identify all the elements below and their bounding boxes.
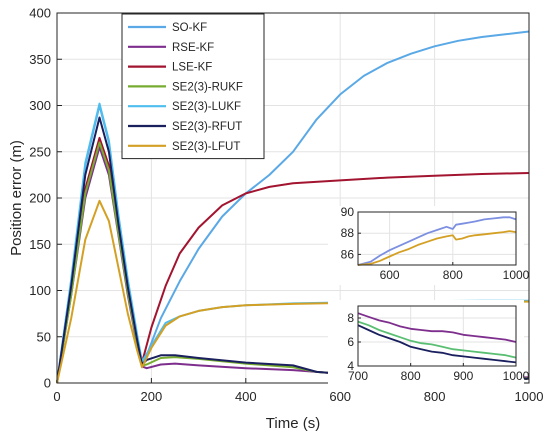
inset-0-x-tick-label-2: 1000 (503, 268, 530, 282)
legend-label-4: SE2(3)-LUKF (172, 101, 241, 113)
inset-1-y-tick-label-0: 4 (347, 359, 354, 373)
inset-0-frame (357, 211, 517, 266)
y-tick-label-6: 300 (29, 98, 51, 113)
x-axis-label: Time (s) (266, 415, 320, 432)
main-ticks: 0 200 400 600 800 1000 0 50 100 150 200 250 300 350 40… (29, 6, 543, 405)
inset-chart-0: 600 800 1000 86 88 90 (328, 205, 530, 285)
x-tick-label-3: 600 (329, 389, 351, 404)
inset-1-series-rse-kf (357, 312, 517, 343)
legend-label-6: SE2(3)-LFUT (172, 141, 240, 153)
y-tick-label-2: 100 (29, 283, 51, 298)
inset-1-y-tick-label-1: 6 (347, 335, 354, 349)
inset-0-x-tick-label-0: 600 (380, 268, 400, 282)
inset-1-x-tick-label-0: 700 (348, 369, 368, 383)
y-tick-label-8: 400 (29, 6, 51, 21)
legend-label-2: LSE-KF (172, 62, 212, 74)
x-tick-label-1: 200 (141, 389, 163, 404)
y-tick-label-1: 50 (37, 329, 51, 344)
inset-1-y-tick-label-2: 8 (347, 311, 354, 325)
inset-1-x-tick-label-3: 1000 (503, 369, 530, 383)
inset-0-x-tick-label-1: 800 (443, 268, 463, 282)
inset-0-y-tick-label-2: 90 (341, 205, 355, 219)
y-tick-label-0: 0 (44, 376, 51, 391)
inset-0-y-tick-label-0: 86 (341, 247, 355, 261)
inset-1-frame (357, 305, 517, 367)
legend-label-5: SE2(3)-RFUT (172, 121, 242, 133)
inset-0-series-se2-3-lfut (357, 230, 517, 266)
y-tick-label-4: 200 (29, 191, 51, 206)
y-tick-label-7: 350 (29, 52, 51, 67)
y-tick-label-5: 250 (29, 144, 51, 159)
x-tick-label-5: 1000 (515, 389, 544, 404)
y-axis-label: Position error (m) (8, 140, 25, 256)
x-tick-label-0: 0 (53, 389, 60, 404)
x-tick-label-2: 400 (235, 389, 257, 404)
insets-group: 600 800 1000 86 88 90 700 800 900 1000 4 6 8 (328, 205, 530, 386)
inset-1-series-se2-3-rfut (357, 324, 517, 364)
x-tick-label-4: 800 (424, 389, 446, 404)
legend-label-1: RSE-KF (172, 42, 214, 54)
inset-chart-1: 700 800 900 1000 4 6 8 (328, 300, 530, 386)
inset-0-series-se2-3-lukf (357, 216, 517, 266)
series-line-lse-kf (56, 136, 530, 384)
legend-label-0: SO-KF (172, 22, 207, 34)
inset-1-series-se2-3-rukf (357, 320, 517, 359)
y-tick-label-3: 150 (29, 237, 51, 252)
inset-0-y-tick-label-1: 88 (341, 226, 355, 240)
legend: SO-KF RSE-KF LSE-KF SE2(3)-RUKF SE2(3)-LUKF S… (121, 13, 265, 160)
inset-1-x-tick-label-1: 800 (401, 369, 421, 383)
legend-label-3: SE2(3)-RUKF (172, 81, 243, 93)
inset-1-x-tick-label-2: 900 (453, 369, 473, 383)
